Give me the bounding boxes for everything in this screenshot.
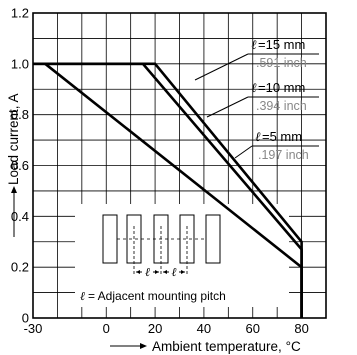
label-5mm: ℓ =5 mm .197 inch [234, 129, 319, 162]
x-tick-label: 80 [294, 321, 308, 336]
x-axis-label: Ambient temperature, °C [152, 339, 301, 354]
label-symbol: ℓ [251, 81, 257, 96]
dimension-arrow [181, 270, 185, 274]
y-axis-arrowhead [11, 186, 17, 193]
inset-note: = Adjacent mounting pitch [88, 289, 226, 303]
note-symbol: ℓ [80, 289, 85, 303]
leader-line [234, 145, 253, 159]
y-tick-label: 0.4 [11, 209, 29, 224]
x-tick-label: -30 [24, 321, 43, 336]
label-inch: .394 inch [256, 99, 307, 113]
pitch-symbol: ℓ [172, 265, 177, 279]
leader-line [206, 96, 249, 118]
pitch-symbol: ℓ [145, 265, 150, 279]
x-axis-arrowhead [140, 343, 147, 349]
series-line-2 [44, 62, 303, 318]
label-mm: =10 mm [258, 80, 305, 95]
relay-body [102, 214, 118, 264]
x-axis-title: Ambient temperature, °C [110, 339, 301, 354]
label-mm: =15 mm [258, 37, 305, 52]
x-tick-label: 20 [148, 321, 162, 336]
series [33, 62, 303, 318]
label-10mm: ℓ =10 mm .394 inch [206, 80, 319, 118]
y-tick-label: 0 [22, 311, 29, 326]
x-tick-label: 0 [103, 321, 110, 336]
y-axis-title: Load current, A [6, 93, 21, 237]
label-inch: .591 inch [256, 56, 307, 70]
label-symbol: ℓ [255, 130, 261, 145]
y-tick-label: 1.0 [11, 56, 29, 71]
leader-line [194, 53, 249, 81]
label-symbol: ℓ [251, 38, 257, 53]
x-tick-labels: -30 0 20 40 60 80 [24, 321, 309, 336]
dimension-arrow [136, 270, 140, 274]
y-tick-label: 0.2 [11, 260, 29, 275]
y-tick-label: 1.2 [11, 6, 29, 21]
y-axis-label: Load current, A [6, 93, 21, 185]
x-tick-label: 60 [246, 321, 260, 336]
dimension-arrow [163, 270, 167, 274]
axes [32, 12, 327, 319]
y-tick-label: 0.8 [11, 107, 29, 122]
relay-body [205, 214, 221, 264]
label-15mm: ℓ =15 mm .591 inch [194, 37, 319, 81]
y-tick-labels: 0 0.2 0.4 0.6 0.8 1.0 1.2 [11, 6, 29, 326]
label-mm: =5 mm [262, 129, 302, 144]
dimension-arrow [155, 270, 159, 274]
plot-frame [32, 12, 327, 319]
y-tick-label: 0.6 [11, 158, 29, 173]
mounting-pitch-diagram: ℓ ℓ ℓ = Adjacent mounting pitch [80, 214, 226, 303]
x-tick-label: 40 [197, 321, 211, 336]
label-inch: .197 inch [258, 148, 309, 162]
